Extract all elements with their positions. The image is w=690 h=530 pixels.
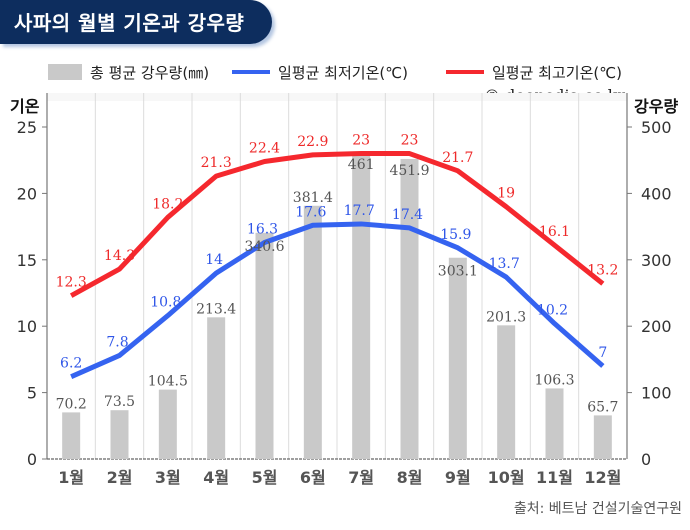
min-temp-label: 13.7 (489, 256, 520, 272)
left-tick-label: 10 (17, 317, 37, 336)
source-note: 출처: 베트남 건설기술연구원 (513, 501, 682, 517)
min-temp-label: 15.9 (440, 227, 471, 243)
rain-bar-label: 461 (348, 157, 375, 173)
min-temp-label: 16.3 (247, 222, 278, 238)
min-temp-label: 6.2 (60, 356, 82, 372)
min-temp-label: 14 (205, 252, 223, 268)
max-temp-label: 14.3 (104, 248, 135, 264)
min-temp-label: 7 (598, 345, 607, 361)
x-tick-label: 6월 (300, 468, 326, 487)
legend-label-min: 일평균 최저기온(℃) (278, 63, 408, 82)
min-temp-label: 17.6 (295, 204, 326, 220)
x-tick-label: 1월 (58, 468, 84, 487)
x-tick-label: 5월 (252, 468, 278, 487)
rain-bar-label: 213.4 (196, 301, 236, 317)
x-tick-label: 11월 (536, 468, 573, 487)
x-tick-label: 10월 (488, 468, 525, 487)
rain-bar-label: 381.4 (293, 190, 333, 206)
rain-bar-label: 104.5 (148, 374, 188, 390)
rain-bar-label: 451.9 (389, 163, 429, 179)
min-temp-label: 17.7 (344, 203, 375, 219)
rain-bar-label: 73.5 (104, 394, 135, 410)
x-tick-label: 12월 (584, 468, 621, 487)
left-tick-label: 20 (17, 184, 37, 203)
rain-bar-label: 340.6 (244, 239, 284, 255)
max-temp-label: 18.2 (152, 196, 183, 212)
max-temp-label: 22.4 (249, 141, 280, 157)
max-temp-label: 12.3 (56, 275, 87, 291)
max-temp-line (69, 151, 605, 298)
legend-swatch-min (232, 70, 270, 74)
rain-bar-label: 106.3 (534, 372, 574, 388)
rain-bar (158, 389, 177, 459)
min-temp-label: 10.2 (537, 303, 568, 319)
max-temp-label: 13.2 (587, 263, 618, 279)
legend-item-max: 일평균 최고기온(℃) (446, 60, 622, 84)
min-temp-line (70, 221, 605, 379)
legend-swatch-rain (48, 64, 82, 80)
rain-bar (303, 205, 322, 459)
max-temp-label: 19 (497, 186, 515, 202)
rain-bar (207, 317, 226, 459)
max-temp-label: 21.3 (201, 155, 232, 171)
max-temp-label: 22.9 (297, 134, 328, 150)
left-tick-label: 5 (27, 384, 37, 403)
x-tick-label: 2월 (107, 468, 133, 487)
rain-bar (593, 415, 612, 459)
title-banner: 사파의 월별 기온과 강우량 (0, 0, 272, 44)
rain-bar-label: 70.2 (56, 396, 87, 412)
rain-bar (352, 152, 371, 459)
rain-bar-label: 201.3 (486, 309, 526, 325)
chart-title: 사파의 월별 기온과 강우량 (14, 11, 245, 35)
legend-swatch-max (446, 70, 484, 74)
right-tick-label: 100 (641, 384, 672, 403)
rain-bar (497, 325, 516, 459)
rain-bar-label: 303.1 (438, 264, 478, 280)
legend: 총 평균 강우량(㎜) 일평균 최저기온(℃) 일평균 최고기온(℃) (0, 60, 690, 84)
min-temp-label: 7.8 (106, 334, 128, 350)
rain-bar (110, 410, 129, 459)
x-tick-label: 4월 (203, 468, 229, 487)
rain-bar (62, 412, 81, 459)
legend-item-min: 일평균 최저기온(℃) (232, 60, 408, 84)
min-temp-label: 17.4 (392, 207, 423, 223)
left-tick-label: 15 (17, 251, 37, 270)
rain-bar (545, 388, 564, 459)
rain-bar (400, 158, 419, 459)
x-tick-label: 7월 (348, 468, 374, 487)
right-tick-label: 0 (641, 450, 651, 469)
max-temp-label: 16.1 (539, 224, 570, 240)
x-tick-label: 3월 (155, 468, 181, 487)
rain-bar-label: 65.7 (587, 399, 618, 415)
rain-bar (255, 232, 274, 459)
right-tick-label: 200 (641, 317, 672, 336)
right-axis-title: 강우량 (634, 97, 679, 116)
max-temp-label: 23 (352, 133, 370, 149)
legend-item-rain: 총 평균 강우량(㎜) (48, 60, 209, 84)
min-temp-label: 10.8 (150, 295, 181, 311)
max-temp-label: 21.7 (442, 150, 473, 166)
right-tick-label: 400 (641, 184, 672, 203)
right-tick-label: 500 (641, 118, 672, 137)
x-tick-label: 8월 (397, 468, 423, 487)
right-tick-label: 300 (641, 251, 672, 270)
left-tick-label: 25 (17, 118, 37, 137)
legend-label-rain: 총 평균 강우량(㎜) (90, 63, 210, 82)
rain-bar (448, 257, 467, 459)
legend-label-max: 일평균 최고기온(℃) (492, 63, 622, 82)
left-tick-label: 0 (27, 450, 37, 469)
x-tick-label: 9월 (445, 468, 471, 487)
max-temp-label: 23 (401, 133, 419, 149)
left-axis-title: 기온 (10, 97, 40, 116)
